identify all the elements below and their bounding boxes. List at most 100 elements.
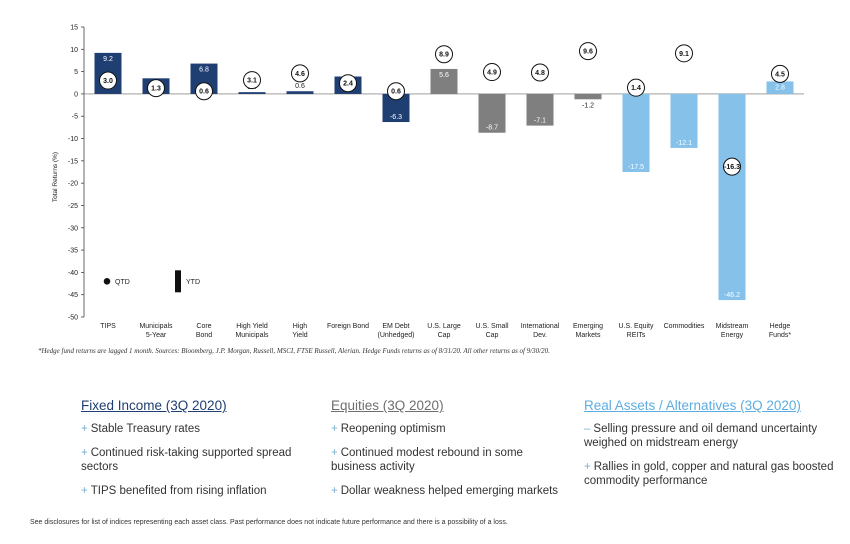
category-label: International [521, 323, 560, 330]
category-label: Cap [438, 332, 451, 339]
y-tick-label: -20 [68, 181, 78, 188]
ytd-value-label: -1.2 [582, 102, 594, 109]
qtd-marker [771, 64, 789, 83]
qtd-marker [99, 71, 117, 90]
equities-item: + Reopening optimism [331, 423, 446, 435]
y-tick-label: -45 [68, 292, 78, 299]
returns-bar-chart: 15 10 5 0 -5 -10 -15 -20 -25 -30 -35 -40 -45 -50 Total… [52, 25, 804, 339]
ytd-value-label: -7.1 [534, 118, 546, 125]
category-label: Markets [576, 332, 601, 339]
y-tick-label: -40 [68, 270, 78, 277]
qtd-marker [195, 82, 213, 101]
chart-legend: QTD YTD [103, 270, 200, 293]
ytd-bar [574, 93, 602, 100]
category-label: Municipals [139, 323, 173, 330]
category-label: Foreign Bond [327, 323, 369, 330]
qtd-value-label: -16.3 [724, 164, 740, 171]
category-label: Bond [196, 332, 212, 339]
ytd-value-label: 2.8 [775, 84, 785, 91]
legend-qtd-marker [103, 278, 111, 285]
category-label: 5-Year [146, 332, 167, 339]
ytd-value-label: 6.8 [199, 67, 209, 74]
qtd-marker [675, 44, 693, 63]
qtd-value-label: 3.0 [103, 78, 113, 85]
fixed-income-panel: Fixed Income (3Q 2020) + Stable Treasury … [81, 398, 311, 508]
y-tick-label: -5 [72, 114, 78, 121]
ytd-bar [430, 68, 458, 94]
ytd-bar [622, 93, 650, 172]
fixed-income-title: Fixed Income (3Q 2020) [81, 398, 227, 413]
ytd-value-label: -17.5 [628, 164, 644, 171]
equities-title: Equities (3Q 2020) [331, 398, 444, 413]
category-label: Hedge [770, 323, 791, 330]
ytd-bar [766, 81, 794, 94]
ytd-bar [526, 93, 554, 126]
ytd-value-label: -8.7 [486, 125, 498, 132]
legend-ytd-label: YTD [186, 279, 200, 286]
chart-footnote: *Hedge fund returns are lagged 1 month. … [38, 347, 550, 355]
qtd-marker [579, 42, 597, 61]
ytd-value-label: -46.2 [724, 292, 740, 299]
category-label: Midstream [716, 323, 749, 330]
equities-panel: Equities (3Q 2020) + Reopening optimism +… [331, 398, 571, 508]
real-assets-item: – Selling pressure and oil demand uncerta… [584, 423, 818, 449]
category-label: Yield [292, 332, 307, 339]
ytd-value-label: -6.3 [390, 114, 402, 121]
equities-item: + Continued modest rebound in some busine… [331, 447, 523, 473]
category-label: Emerging [573, 323, 603, 330]
category-label: Cap [486, 332, 499, 339]
y-tick-label: 15 [70, 25, 78, 32]
legend-ytd-marker [175, 270, 181, 293]
qtd-value-label: 1.4 [631, 85, 641, 92]
category-label: High Yield [236, 323, 268, 330]
fixed-income-item: + Continued risk-taking supported spread … [81, 447, 292, 473]
category-label: Funds* [769, 332, 791, 339]
qtd-value-label: 2.4 [343, 81, 353, 88]
qtd-value-label: 9.1 [679, 51, 689, 58]
qtd-marker [387, 82, 405, 101]
category-label: U.S. Equity [618, 323, 654, 330]
y-tick-label: 0 [74, 91, 78, 98]
y-tick-label: -35 [68, 248, 78, 255]
y-tick-label: -50 [68, 315, 78, 322]
ytd-bar [286, 91, 314, 94]
qtd-value-label: 0.6 [199, 89, 209, 96]
equities-item: + Dollar weakness helped emerging markets [331, 485, 559, 497]
y-tick-label: -25 [68, 203, 78, 210]
qtd-value-label: 4.6 [295, 71, 305, 78]
qtd-value-label: 8.9 [439, 52, 449, 59]
qtd-marker [147, 79, 165, 98]
category-label: High [293, 323, 308, 330]
qtd-marker [435, 45, 453, 64]
category-label: EM Debt [382, 323, 409, 330]
qtd-marker [531, 63, 549, 82]
category-label: REITs [627, 332, 646, 339]
qtd-value-label: 9.6 [583, 49, 593, 56]
category-label: TIPS [100, 323, 116, 330]
ytd-value-label: 9.2 [103, 56, 113, 63]
qtd-value-label: 4.8 [535, 70, 545, 77]
category-label: Municipals [235, 332, 269, 339]
category-label: U.S. Large [427, 323, 461, 330]
ytd-bar [238, 92, 266, 94]
category-label: Commodities [664, 323, 705, 330]
ytd-value-label: 5.6 [439, 72, 449, 79]
y-tick-label: 10 [70, 47, 78, 54]
qtd-marker [339, 74, 357, 93]
qtd-marker [483, 63, 501, 82]
category-label: Dev. [533, 332, 547, 339]
category-label: (Unhedged) [378, 332, 415, 339]
chart-labels: 9.23.03.51.36.80.60.43.10.64.63.92.4-6.3… [99, 42, 789, 299]
qtd-value-label: 4.5 [775, 71, 785, 78]
y-tick-label: -10 [68, 136, 78, 143]
qtd-value-label: 3.1 [247, 78, 257, 85]
qtd-value-label: 4.9 [487, 70, 497, 77]
ytd-bar [718, 93, 746, 301]
qtd-marker [723, 157, 741, 176]
category-label: Core [196, 323, 211, 330]
ytd-bar [670, 93, 698, 148]
ytd-value-label: 0.6 [295, 83, 305, 90]
legend-qtd-label: QTD [115, 279, 130, 286]
category-label: U.S. Small [475, 323, 509, 330]
ytd-bar [478, 93, 506, 133]
